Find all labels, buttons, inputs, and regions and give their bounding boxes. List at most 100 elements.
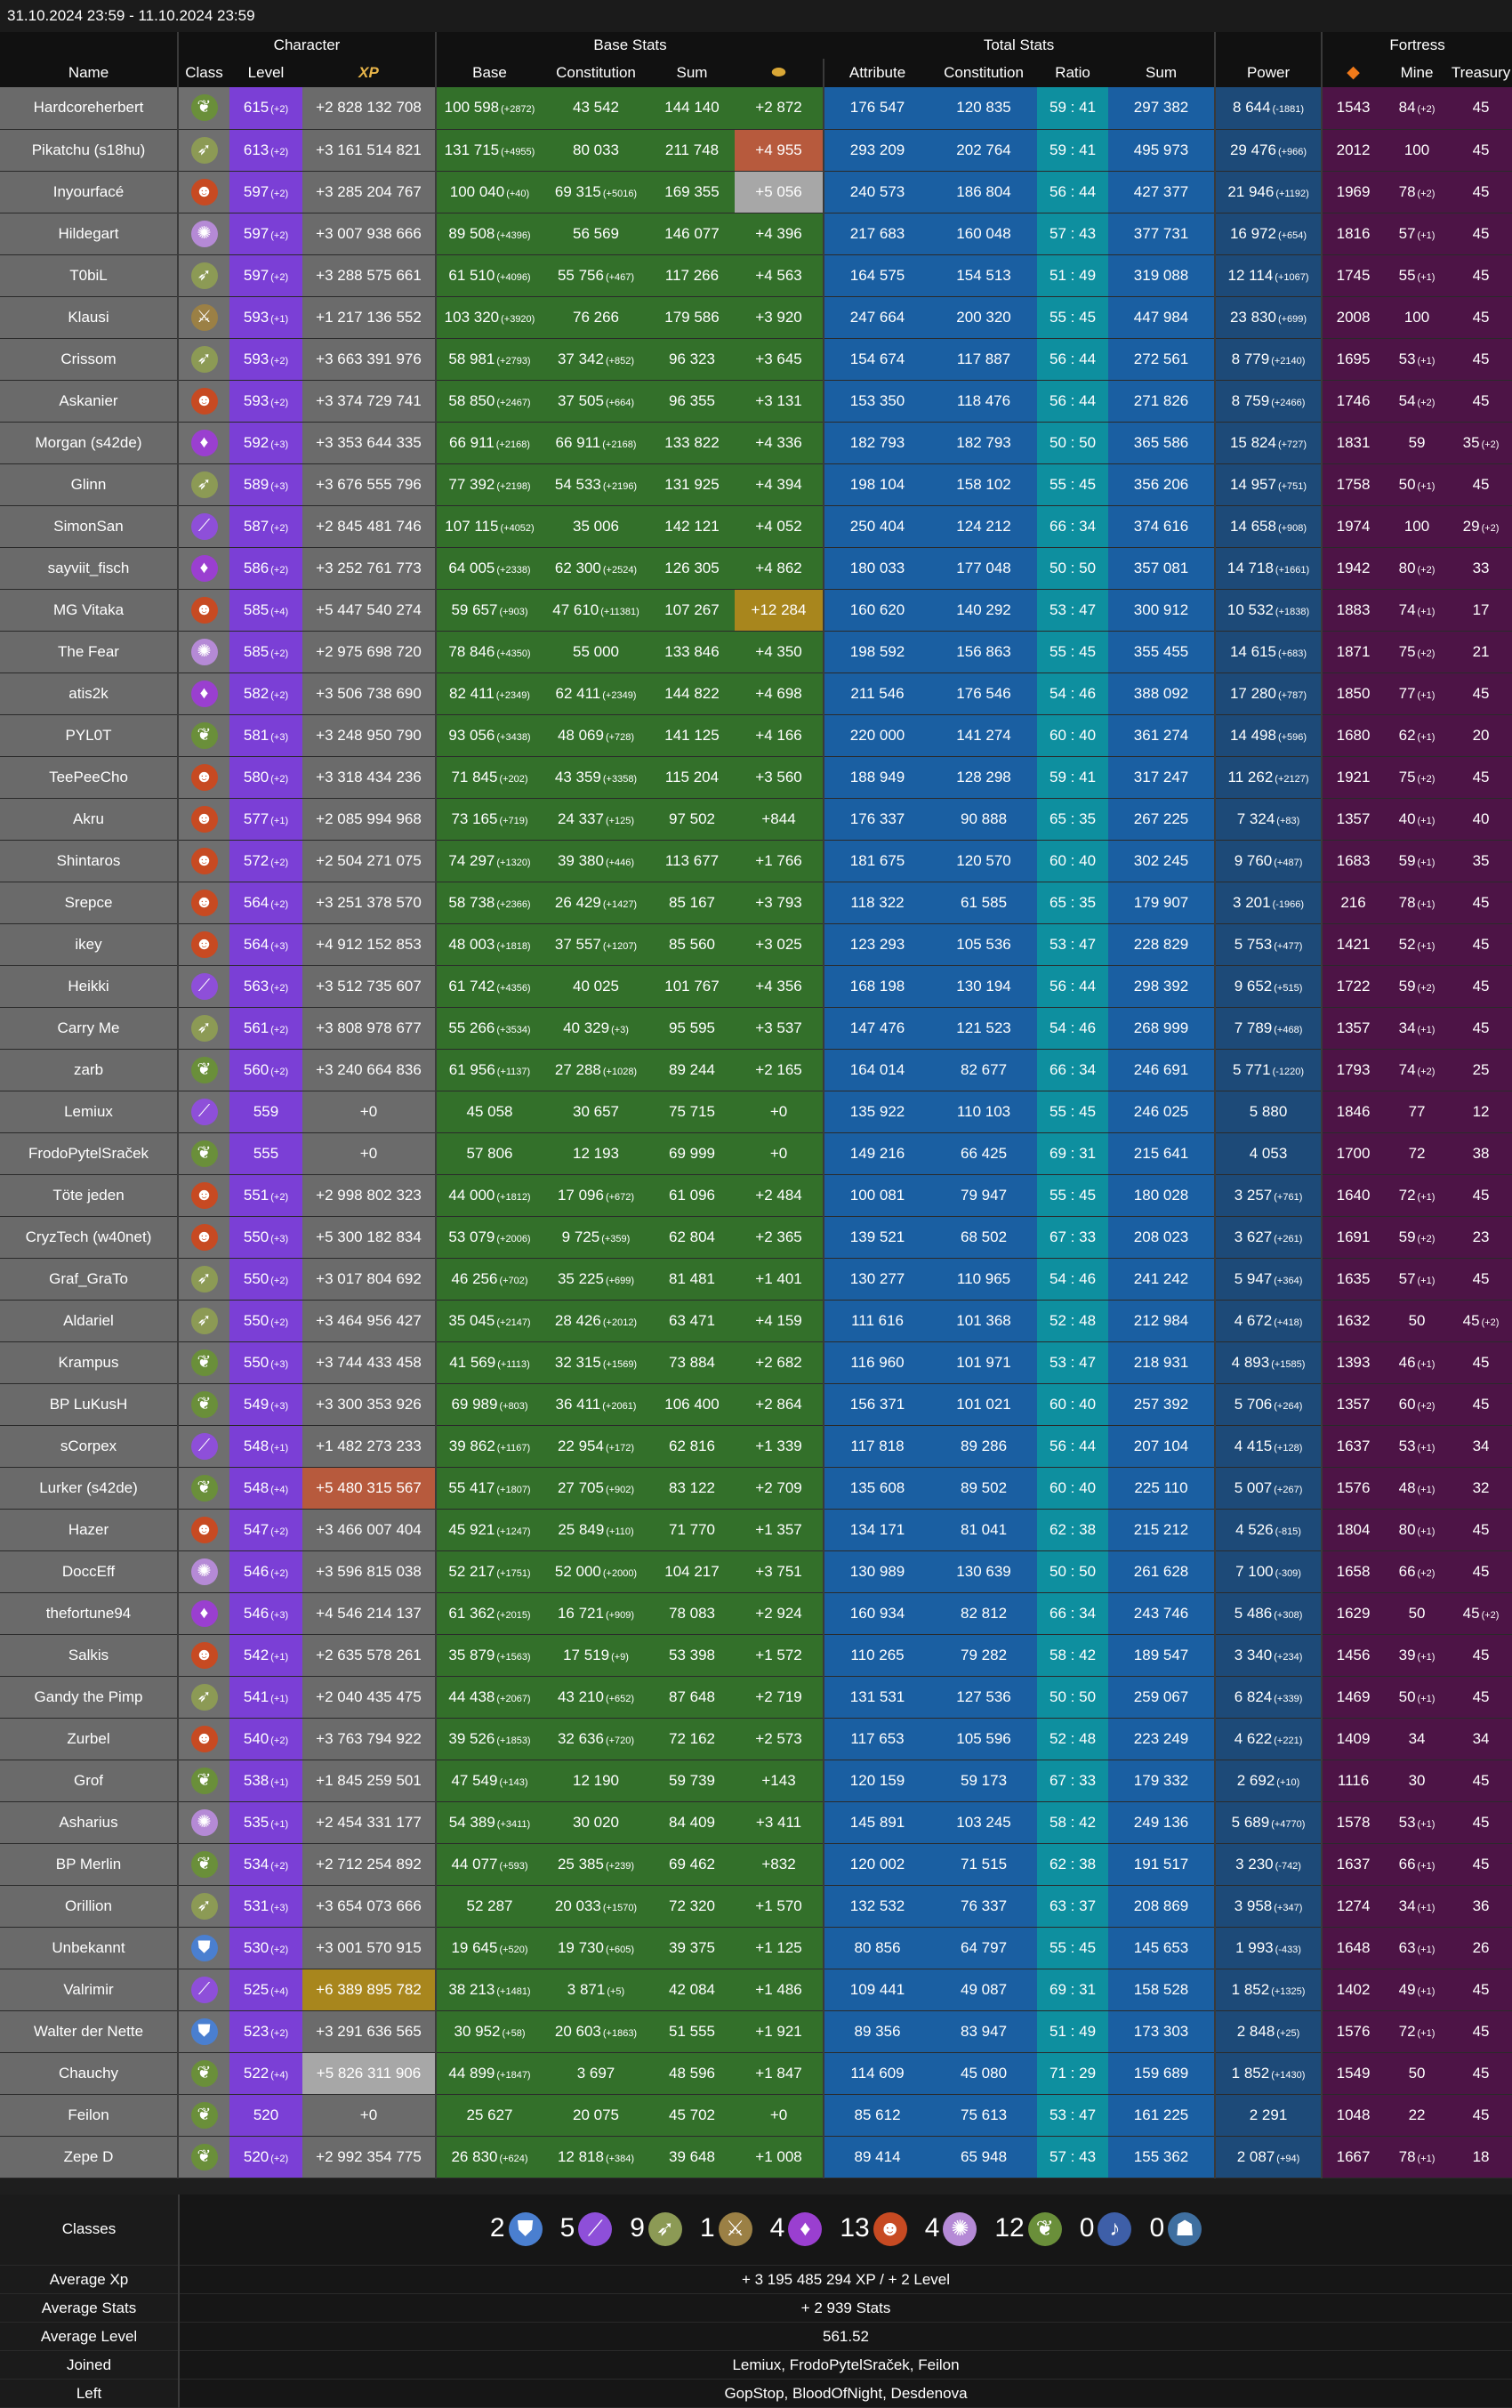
player-name[interactable]: Carry Me [0,1007,178,1050]
player-name[interactable]: Töte jeden [0,1174,178,1217]
table-row[interactable]: Klausi ⚔ 593 (+1) +1 217 136 552 103 320 (+392… [0,296,1512,339]
col-mine[interactable]: Mine [1384,59,1451,87]
player-name[interactable]: Grof [0,1760,178,1802]
col-attribute[interactable]: Attribute [823,59,931,87]
player-name[interactable]: Unbekannt [0,1927,178,1969]
table-row[interactable]: Grof ❦ 538 (+1) +1 845 259 501 47 549 (+143) 12… [0,1760,1512,1802]
table-row[interactable]: FrodoPytelSraček ❦ 555 +0 57 806 12 193 69 999… [0,1132,1512,1175]
table-row[interactable]: BP Merlin ❦ 534 (+2) +2 712 254 892 44 077 (+5… [0,1843,1512,1886]
player-name[interactable]: DoccEff [0,1550,178,1593]
player-name[interactable]: Lurker (s42de) [0,1467,178,1510]
player-name[interactable]: Feilon [0,2094,178,2137]
table-row[interactable]: Graf_GraTo ➶ 550 (+2) +3 017 804 692 46 256 (+… [0,1258,1512,1301]
table-row[interactable]: sCorpex ⟋ 548 (+1) +1 482 273 233 39 862 (+116… [0,1425,1512,1468]
table-row[interactable]: Orillion ➶ 531 (+3) +3 654 073 666 52 287 20 0… [0,1885,1512,1928]
table-row[interactable]: Valrimir ⟋ 525 (+4) +6 389 895 782 38 213 (+14… [0,1969,1512,2011]
table-row[interactable]: Hazer ☻ 547 (+2) +3 466 007 404 45 921 (+1247)… [0,1509,1512,1551]
player-name[interactable]: Inyourfacé [0,171,178,213]
player-name[interactable]: Hildegart [0,213,178,255]
player-name[interactable]: thefortune94 [0,1592,178,1635]
table-row[interactable]: DoccEff ✺ 546 (+2) +3 596 815 038 52 217 (+175… [0,1550,1512,1593]
table-row[interactable]: Askanier ☻ 593 (+2) +3 374 729 741 58 850 (+24… [0,380,1512,423]
player-name[interactable]: Pikatchu (s18hu) [0,129,178,172]
player-name[interactable]: Hardcoreherbert [0,87,178,130]
table-row[interactable]: Aldariel ➶ 550 (+2) +3 464 956 427 35 045 (+21… [0,1300,1512,1342]
table-row[interactable]: Unbekannt ⛊ 530 (+2) +3 001 570 915 19 645 (+5… [0,1927,1512,1969]
player-name[interactable]: T0biL [0,254,178,297]
table-row[interactable]: Srepce ☻ 564 (+2) +3 251 378 570 58 738 (+2366… [0,882,1512,924]
table-row[interactable]: Asharius ✺ 535 (+1) +2 454 331 177 54 389 (+34… [0,1801,1512,1844]
player-name[interactable]: zarb [0,1049,178,1091]
player-name[interactable]: Srepce [0,882,178,924]
player-name[interactable]: Morgan (s42de) [0,422,178,464]
player-name[interactable]: Valrimir [0,1969,178,2011]
player-name[interactable]: sayviit_fisch [0,547,178,590]
table-row[interactable]: zarb ❦ 560 (+2) +3 240 664 836 61 956 (+1137) 2… [0,1049,1512,1091]
table-row[interactable]: Feilon ❦ 520 +0 25 627 20 075 45 702 +0 85 612 75… [0,2094,1512,2137]
player-name[interactable]: Asharius [0,1801,178,1844]
player-name[interactable]: BP LuKusH [0,1383,178,1426]
col-constitution[interactable]: Constitution [543,59,649,87]
table-row[interactable]: Chauchy ❦ 522 (+4) +5 826 311 906 44 899 (+184… [0,2052,1512,2095]
table-row[interactable]: Töte jeden ☻ 551 (+2) +2 998 802 323 44 000 (+… [0,1174,1512,1217]
col-ratio[interactable]: Ratio [1037,59,1109,87]
player-name[interactable]: SimonSan [0,505,178,548]
table-row[interactable]: Hildegart ✺ 597 (+2) +3 007 938 666 89 508 (+4… [0,213,1512,255]
player-name[interactable]: Glinn [0,463,178,506]
table-row[interactable]: Krampus ❦ 550 (+3) +3 744 433 458 41 569 (+111… [0,1341,1512,1384]
player-name[interactable]: Zepe D [0,2136,178,2178]
player-name[interactable]: Walter der Nette [0,2010,178,2053]
table-row[interactable]: Salkis ☻ 542 (+1) +2 635 578 261 35 879 (+1563… [0,1634,1512,1677]
table-row[interactable]: Carry Me ➶ 561 (+2) +3 808 978 677 55 266 (+35… [0,1007,1512,1050]
table-row[interactable]: CryzTech (w40net) ☻ 550 (+3) +5 300 182 834 5… [0,1216,1512,1259]
table-row[interactable]: Walter der Nette ⛊ 523 (+2) +3 291 636 565 30… [0,2010,1512,2053]
player-name[interactable]: Graf_GraTo [0,1258,178,1301]
player-name[interactable]: Salkis [0,1634,178,1677]
table-row[interactable]: Akru ☻ 577 (+1) +2 085 994 968 73 165 (+719) 24… [0,798,1512,841]
player-name[interactable]: Klausi [0,296,178,339]
table-row[interactable]: The Fear ✺ 585 (+2) +2 975 698 720 78 846 (+43… [0,631,1512,673]
player-name[interactable]: The Fear [0,631,178,673]
table-row[interactable]: Gandy the Pimp ➶ 541 (+1) +2 040 435 475 44 4… [0,1676,1512,1719]
player-name[interactable]: MG Vitaka [0,589,178,632]
table-row[interactable]: Heikki ⟋ 563 (+2) +3 512 735 607 61 742 (+4356… [0,965,1512,1008]
table-row[interactable]: PYL0T ❦ 581 (+3) +3 248 950 790 93 056 (+3438)… [0,714,1512,757]
player-name[interactable]: Gandy the Pimp [0,1676,178,1719]
table-row[interactable]: Crissom ➶ 593 (+2) +3 663 391 976 58 981 (+279… [0,338,1512,381]
player-name[interactable]: Zurbel [0,1718,178,1760]
table-row[interactable]: Inyourfacé ☻ 597 (+2) +3 285 204 767 100 040(… [0,171,1512,213]
player-name[interactable]: Hazer [0,1509,178,1551]
col-treasury[interactable]: Treasury [1450,59,1512,87]
table-row[interactable]: Hardcoreherbert ❦ 615 (+2) +2 828 132 708 100… [0,87,1512,130]
player-name[interactable]: atis2k [0,672,178,715]
col-level[interactable]: Level [229,59,302,87]
table-row[interactable]: TeePeeCho ☻ 580 (+2) +3 318 434 236 71 845 (+2… [0,756,1512,799]
player-name[interactable]: FrodoPytelSraček [0,1132,178,1175]
table-row[interactable]: MG Vitaka ☻ 585 (+4) +5 447 540 274 59 657 (+9… [0,589,1512,632]
table-row[interactable]: ikey ☻ 564 (+3) +4 912 152 853 48 003 (+1818) 3… [0,923,1512,966]
table-row[interactable]: thefortune94 ♦ 546 (+3) +4 546 214 137 61 362… [0,1592,1512,1635]
col-base[interactable]: Base [435,59,543,87]
col-class[interactable]: Class [177,59,229,87]
table-row[interactable]: Glinn ➶ 589 (+3) +3 676 555 796 77 392 (+2198)… [0,463,1512,506]
table-row[interactable]: Lurker (s42de) ❦ 548 (+4) +5 480 315 567 55 4… [0,1467,1512,1510]
player-name[interactable]: Crissom [0,338,178,381]
col-gem[interactable]: ◆ [1321,59,1385,87]
player-name[interactable]: BP Merlin [0,1843,178,1886]
table-row[interactable]: Morgan (s42de) ♦ 592 (+3) +3 353 644 335 66 9… [0,422,1512,464]
player-name[interactable]: PYL0T [0,714,178,757]
col-total-sum[interactable]: Sum [1108,59,1216,87]
col-total-constitution[interactable]: Constitution [930,59,1038,87]
table-row[interactable]: Shintaros ☻ 572 (+2) +2 504 271 075 74 297 (+1… [0,840,1512,882]
player-name[interactable]: Krampus [0,1341,178,1384]
player-name[interactable]: ikey [0,923,178,966]
player-name[interactable]: Orillion [0,1885,178,1928]
player-name[interactable]: TeePeeCho [0,756,178,799]
player-name[interactable]: Aldariel [0,1300,178,1342]
table-row[interactable]: Pikatchu (s18hu) ➶ 613 (+2) +3 161 514 821 13… [0,129,1512,172]
col-power[interactable]: Power [1214,59,1323,87]
col-bonus[interactable]: ⬬ [735,59,824,87]
player-name[interactable]: Shintaros [0,840,178,882]
table-row[interactable]: Lemiux ⟋ 559 +0 45 058 30 657 75 715 +0 135 922 1… [0,1091,1512,1133]
player-name[interactable]: Lemiux [0,1091,178,1133]
